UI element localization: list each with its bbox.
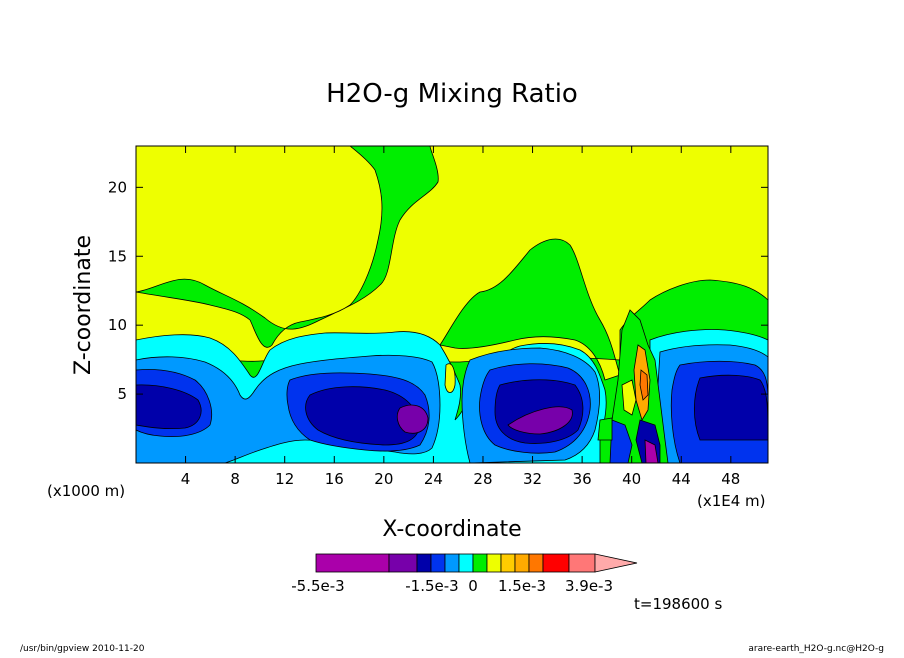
footer-left: /usr/bin/gpview 2010-11-20 [20,644,145,654]
colorbar-swatch [486,553,502,573]
colorbar-label: 3.9e-3 [565,577,613,595]
convective-cell-redorange [639,369,649,401]
colorbar-label: -1.5e-3 [405,577,458,595]
colorbar-swatch [388,553,418,573]
x-tick-label: 40 [622,470,641,488]
x-tick-label: 48 [721,470,740,488]
y-tick-label: 5 [117,385,127,403]
convective-cell-yellow [621,379,637,416]
x-tick-label: 28 [473,470,492,488]
colorbar-swatch [315,553,390,573]
colorbar-swatch [458,553,474,573]
x-tick-label: 44 [672,470,691,488]
colorbar-swatch [568,553,596,573]
x-tick-label: 8 [230,470,240,488]
colorbar-swatch [444,553,460,573]
x-tick-label: 16 [325,470,344,488]
y-axis-label: Z-coordinate [71,235,96,375]
convective-cell-green-small [597,417,613,441]
y-tick-label: 20 [108,178,127,196]
colorbar [315,553,638,573]
contour-region-purple [396,404,573,435]
y-tick-label: 10 [108,316,127,334]
convective-cell-blue [609,419,633,463]
contour-region-blue [136,360,768,463]
y-axis-unit: (x1000 m) [47,482,125,500]
colorbar-swatch [528,553,544,573]
colorbar-swatch [430,553,446,573]
x-tick-label: 32 [523,470,542,488]
colorbar-swatch [472,553,488,573]
contour-region-darkblue [136,374,768,446]
colorbar-arrow [594,553,638,573]
colorbar-label: -5.5e-3 [291,577,344,595]
footer-right: arare-earth_H2O-g.nc@H2O-g [748,644,884,654]
chart-title: H2O-g Mixing Ratio [326,79,578,109]
contour-region-plume [444,363,456,393]
y-tick-label: 15 [108,247,127,265]
x-axis: 4 8 12 16 20 24 28 32 36 40 44 48 [181,146,740,488]
colorbar-label: 1.5e-3 [498,577,546,595]
x-axis-unit: (x1E4 m) [697,492,766,510]
x-tick-label: 20 [374,470,393,488]
contour-field [136,146,768,463]
convective-cells [597,309,669,463]
colorbar-swatch [500,553,516,573]
colorbar-swatch [514,553,530,573]
x-axis-label: X-coordinate [382,517,521,542]
colorbar-labels: -5.5e-3 -1.5e-3 0 1.5e-3 3.9e-3 [291,577,613,595]
convective-cell-purple [644,439,659,463]
x-tick-label: 4 [181,470,191,488]
x-tick-label: 12 [275,470,294,488]
plot-frame [135,145,769,464]
colorbar-label: 0 [468,577,478,595]
x-tick-label: 36 [573,470,592,488]
time-label: t=198600 s [634,595,722,613]
x-tick-label: 24 [424,470,443,488]
colorbar-swatch [416,553,432,573]
colorbar-swatch [542,553,570,573]
y-axis: 5 10 15 20 [108,178,768,403]
